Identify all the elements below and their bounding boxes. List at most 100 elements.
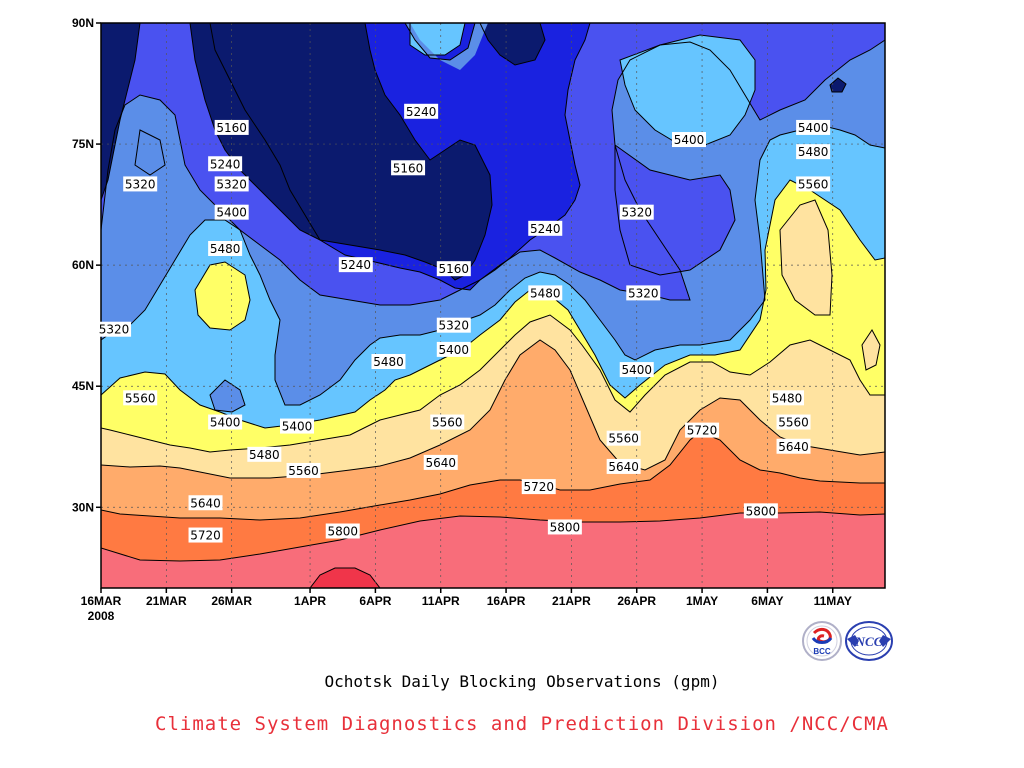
x-tick-label: 26MAR — [211, 594, 252, 608]
contour-line-5400-e — [209, 379, 246, 413]
contour-label-text: 5480 — [772, 391, 803, 405]
contour-label: 5400 — [672, 132, 706, 148]
contour-label-box — [338, 257, 373, 273]
contour-line-5560 — [101, 314, 885, 453]
contour-label: 5800 — [547, 519, 582, 535]
contour-label-text: 5400 — [210, 416, 241, 430]
contour-line-5320-c — [614, 144, 736, 276]
contour-label-box — [436, 317, 471, 333]
contour-label-text: 5320 — [439, 319, 470, 333]
contour-label-box — [619, 362, 654, 378]
y-tick-label: 90N — [72, 16, 94, 30]
band-5400-5480-d — [135, 130, 165, 175]
y-tick-label: 60N — [72, 258, 94, 272]
contour-label-text: 5640 — [608, 460, 639, 474]
contour-label-box — [796, 176, 831, 192]
contour-label-text: 5320 — [125, 177, 156, 191]
contour-label: 5400 — [280, 418, 314, 434]
contour-label-box — [423, 454, 458, 470]
contour-label: 5640 — [423, 454, 458, 470]
contour-label-text: 5240 — [341, 258, 372, 272]
contour-label-text: 5320 — [99, 323, 130, 337]
band-below-5160-b — [480, 23, 545, 65]
contour-label-text: 5160 — [216, 121, 247, 135]
contour-label-text: 5160 — [393, 161, 424, 175]
contour-label: 5480 — [796, 144, 831, 160]
contour-label: 5320 — [214, 176, 249, 192]
contour-label-text: 5320 — [621, 206, 652, 220]
ncc-logo-text: NCC — [855, 634, 883, 649]
contour-label: 5640 — [776, 438, 811, 454]
contour-label-box — [796, 119, 831, 135]
x-tick-label: 16MAR — [81, 594, 122, 608]
ncc-logo: NCC — [845, 621, 893, 661]
contour-label-text: 5480 — [530, 286, 561, 300]
contour-label-box — [796, 144, 831, 160]
contour-label-text: 5720 — [523, 480, 554, 494]
contour-label: 5480 — [247, 446, 282, 462]
contour-label: 5480 — [371, 354, 406, 369]
contour-label-box — [123, 176, 158, 192]
x-tick-label: 21APR — [552, 594, 591, 608]
contour-label: 5320 — [436, 317, 471, 333]
contour-label: 5240 — [528, 220, 563, 236]
contour-line-5640-c — [861, 329, 881, 371]
contour-label-text: 5720 — [190, 529, 221, 543]
contour-label-text: 5560 — [432, 416, 463, 430]
contour-label-box — [626, 285, 661, 301]
contour-label: 5800 — [325, 523, 360, 539]
contour-label: 5560 — [123, 390, 158, 406]
contour-label-box — [214, 176, 249, 192]
contour-label: 5480 — [528, 285, 563, 301]
contour-label-box — [404, 103, 439, 119]
x-year-label: 2008 — [88, 609, 115, 623]
x-tick-label: 6APR — [359, 594, 391, 608]
contour-label-text: 5400 — [282, 420, 313, 434]
contour-line-5320-b — [380, 23, 476, 61]
contour-label-text: 5400 — [439, 343, 470, 357]
contour-label-text: 5400 — [216, 206, 247, 220]
contour-label-box — [208, 156, 243, 172]
contour-line-5400 — [101, 124, 885, 406]
contour-label-box — [97, 321, 132, 337]
contour-label-box — [280, 418, 314, 434]
contour-label: 5720 — [188, 527, 223, 543]
contour-line-5640 — [101, 339, 885, 479]
grid-lines — [101, 23, 885, 588]
contour-line-5400-b — [619, 34, 756, 146]
contour-line-5880 — [309, 567, 381, 588]
contour-label: 5560 — [776, 414, 811, 430]
contour-label: 5400 — [214, 204, 249, 220]
credit-line: Climate System Diagnostics and Predictio… — [155, 713, 889, 735]
contour-label: 5320 — [123, 176, 158, 192]
contour-label-text: 5560 — [608, 432, 639, 446]
y-tick-label: 45N — [72, 379, 94, 393]
contour-line-5160-c — [101, 23, 141, 201]
x-tick-label: 1MAY — [686, 594, 718, 608]
contour-label-text: 5720 — [687, 424, 718, 438]
contour-label-box — [606, 430, 641, 446]
contour-label-text: 5640 — [425, 456, 456, 470]
contour-label-text: 5240 — [406, 105, 437, 119]
contour-label: 5560 — [430, 414, 465, 430]
contour-label: 5240 — [338, 257, 373, 273]
contour-label-box — [436, 341, 471, 357]
contour-label: 5720 — [521, 479, 556, 495]
contour-label-box — [214, 204, 249, 220]
contour-label-text: 5240 — [530, 222, 561, 236]
contour-label-text: 5240 — [210, 157, 241, 171]
x-tick-label: 26APR — [617, 594, 656, 608]
contour-label: 5480 — [770, 390, 804, 406]
contour-label-text: 5640 — [778, 440, 809, 454]
contour-label-box — [214, 119, 249, 135]
contour-label-box — [672, 132, 706, 148]
contour-label-box — [123, 390, 158, 406]
x-tick-label: 6MAY — [751, 594, 783, 608]
contour-label-box — [776, 414, 811, 430]
contour-label-box — [770, 390, 804, 406]
x-axis: 16MAR 21MAR 26MAR 1APR 6APR 11APR 16APR 21APR 26… — [81, 588, 852, 608]
x-tick-label: 11MAY — [814, 594, 852, 608]
contour-label-text: 5560 — [778, 416, 809, 430]
contour-label-box — [528, 285, 563, 301]
